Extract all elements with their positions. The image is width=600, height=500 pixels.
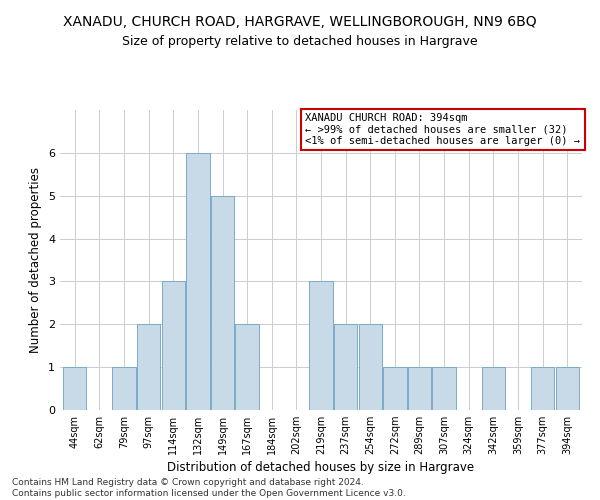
Text: Contains HM Land Registry data © Crown copyright and database right 2024.
Contai: Contains HM Land Registry data © Crown c… xyxy=(12,478,406,498)
Bar xyxy=(235,324,259,410)
Text: XANADU, CHURCH ROAD, HARGRAVE, WELLINGBOROUGH, NN9 6BQ: XANADU, CHURCH ROAD, HARGRAVE, WELLINGBO… xyxy=(63,15,537,29)
Bar xyxy=(531,367,554,410)
Bar xyxy=(359,324,382,410)
Bar xyxy=(112,367,136,410)
Text: Size of property relative to detached houses in Hargrave: Size of property relative to detached ho… xyxy=(122,35,478,48)
Bar xyxy=(433,367,456,410)
Bar xyxy=(556,367,579,410)
Bar xyxy=(383,367,407,410)
Bar xyxy=(211,196,234,410)
Bar xyxy=(482,367,505,410)
Y-axis label: Number of detached properties: Number of detached properties xyxy=(29,167,43,353)
Bar xyxy=(186,153,209,410)
Bar xyxy=(310,282,332,410)
X-axis label: Distribution of detached houses by size in Hargrave: Distribution of detached houses by size … xyxy=(167,462,475,474)
Text: XANADU CHURCH ROAD: 394sqm
← >99% of detached houses are smaller (32)
<1% of sem: XANADU CHURCH ROAD: 394sqm ← >99% of det… xyxy=(305,113,580,146)
Bar xyxy=(334,324,358,410)
Bar xyxy=(137,324,160,410)
Bar xyxy=(63,367,86,410)
Bar xyxy=(408,367,431,410)
Bar xyxy=(161,282,185,410)
